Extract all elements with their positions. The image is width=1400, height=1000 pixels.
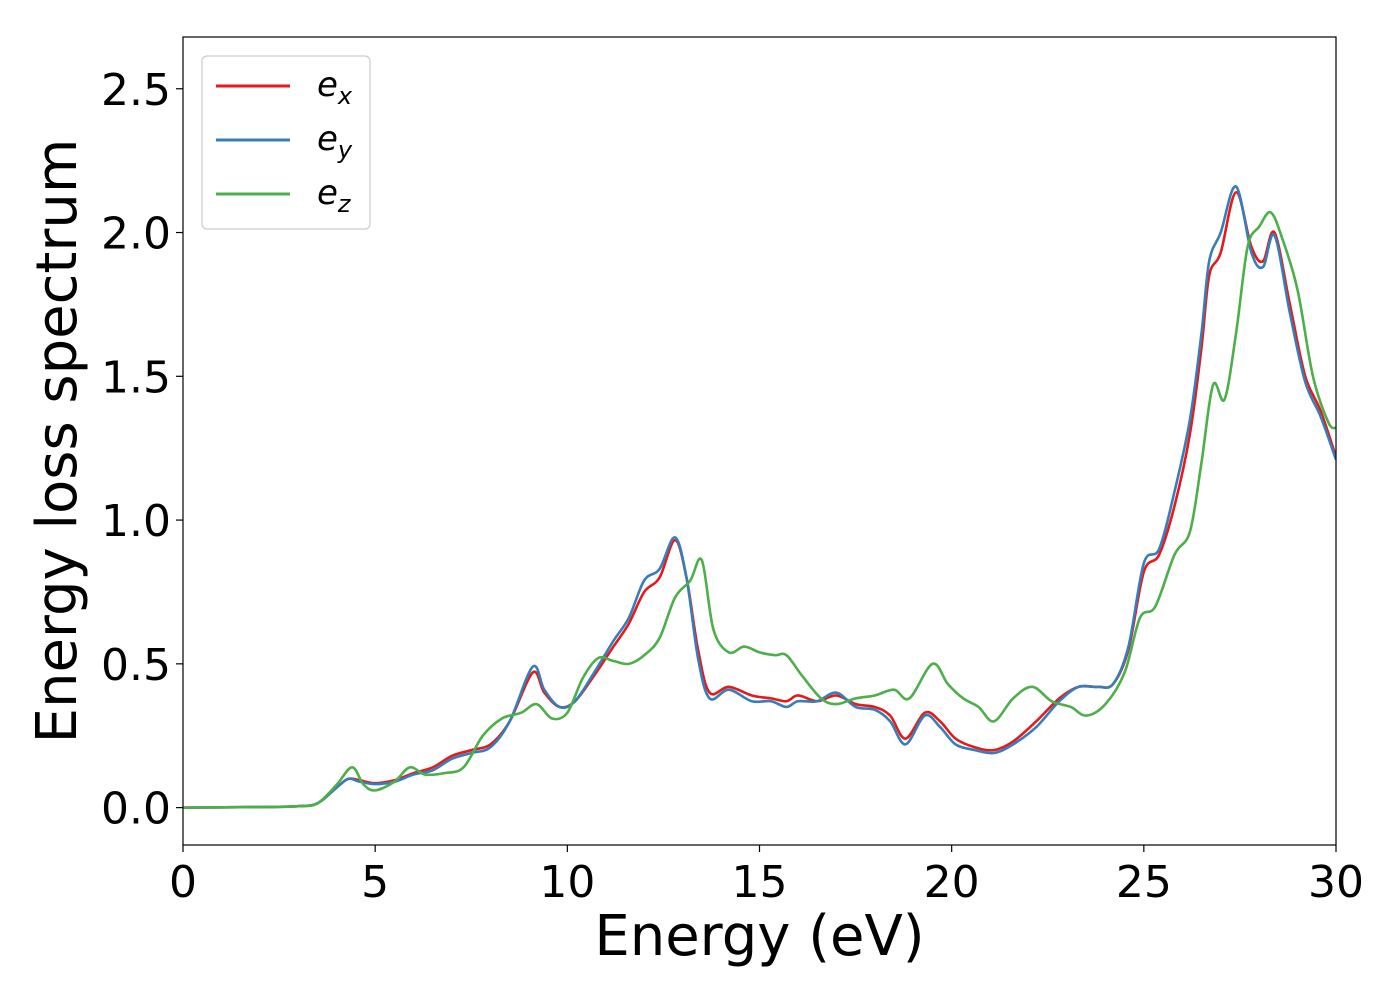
legend-label-z: ez [317,173,352,218]
legend-label-y: ey [317,119,353,164]
series-layer [183,185,1336,809]
series-line-x [183,190,1336,809]
y-tick-label: 0.0 [101,784,171,835]
y-tick-label: 0.5 [101,640,171,691]
y-tick-label: 1.5 [101,352,171,403]
x-tick-label: 5 [361,857,389,908]
legend-label-x: ex [317,65,353,110]
y-tick-label: 2.0 [101,209,171,260]
legend-box [201,55,371,230]
y-tick-label: 2.5 [101,65,171,116]
series-line-y [183,185,1336,809]
x-tick-label: 25 [1116,857,1172,908]
y-tick-label: 1.0 [101,496,171,547]
y-axis: 0.0 0.5 1.0 1.5 2.0 2.5 [101,65,183,835]
x-tick-label: 20 [924,857,980,908]
x-axis-label: Energy (eV) [594,904,924,969]
x-tick-label: 30 [1308,857,1364,908]
x-axis: 0 5 10 15 20 25 30 [169,845,1364,908]
legend: ex ey ez [201,55,371,230]
x-tick-label: 0 [169,857,197,908]
y-axis-label: Energy loss spectrum [25,139,90,744]
series-line-z [183,210,1336,809]
x-tick-label: 15 [732,857,788,908]
x-tick-label: 10 [539,857,595,908]
